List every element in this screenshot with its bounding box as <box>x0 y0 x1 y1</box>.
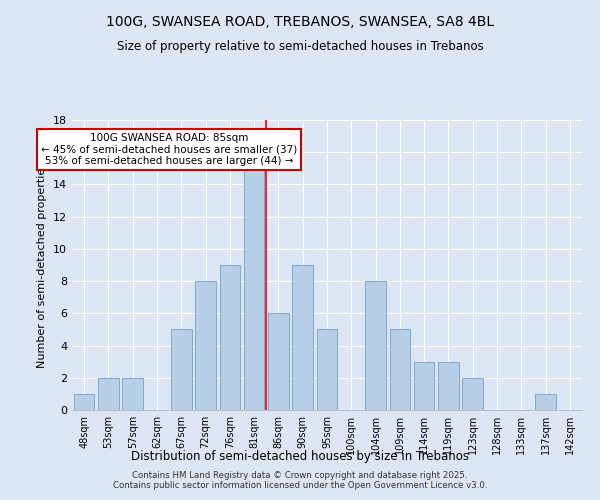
Text: Contains HM Land Registry data © Crown copyright and database right 2025.
Contai: Contains HM Land Registry data © Crown c… <box>113 470 487 490</box>
Bar <box>122 378 143 410</box>
Bar <box>317 330 337 410</box>
Bar <box>220 265 240 410</box>
Text: 100G SWANSEA ROAD: 85sqm
← 45% of semi-detached houses are smaller (37)
53% of s: 100G SWANSEA ROAD: 85sqm ← 45% of semi-d… <box>41 133 297 166</box>
Text: 100G, SWANSEA ROAD, TREBANOS, SWANSEA, SA8 4BL: 100G, SWANSEA ROAD, TREBANOS, SWANSEA, S… <box>106 15 494 29</box>
Bar <box>244 168 265 410</box>
Bar <box>535 394 556 410</box>
Bar <box>414 362 434 410</box>
Bar <box>365 281 386 410</box>
Bar <box>292 265 313 410</box>
Bar <box>463 378 483 410</box>
Bar <box>389 330 410 410</box>
Bar <box>171 330 191 410</box>
Bar <box>195 281 216 410</box>
Y-axis label: Number of semi-detached properties: Number of semi-detached properties <box>37 162 47 368</box>
Bar <box>98 378 119 410</box>
Bar <box>268 314 289 410</box>
Bar <box>438 362 459 410</box>
Text: Size of property relative to semi-detached houses in Trebanos: Size of property relative to semi-detach… <box>116 40 484 53</box>
Text: Distribution of semi-detached houses by size in Trebanos: Distribution of semi-detached houses by … <box>131 450 469 463</box>
Bar <box>74 394 94 410</box>
